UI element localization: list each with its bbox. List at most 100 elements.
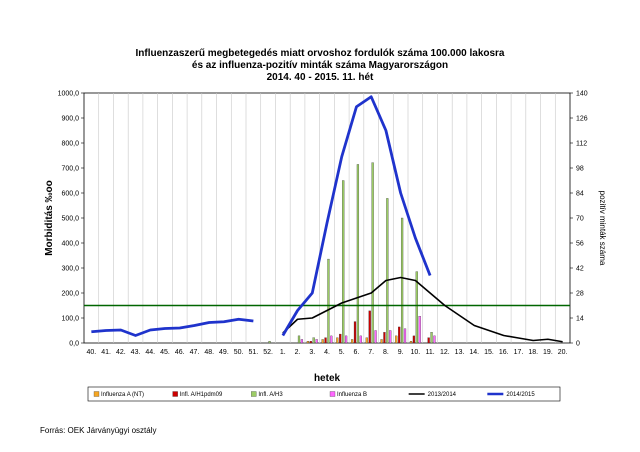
- x-tick-label: 52.: [263, 349, 273, 356]
- series-line: [91, 317, 254, 337]
- bar: [327, 258, 330, 344]
- x-tick-label: 43.: [131, 349, 141, 356]
- bar: [365, 337, 368, 344]
- x-tick-label: 20.: [558, 349, 568, 356]
- bar: [433, 335, 436, 344]
- x-tick-label: 50.: [234, 349, 244, 356]
- y-tick-label: 700,0: [61, 166, 79, 173]
- x-tick-label: 46.: [175, 349, 185, 356]
- bar: [350, 339, 354, 344]
- bar: [306, 341, 310, 344]
- bar: [398, 326, 401, 344]
- y-tick-label: 600,0: [61, 191, 79, 198]
- y-tick-label: 900,0: [61, 116, 79, 123]
- bar: [315, 339, 318, 344]
- legend-label: Influenza A (NT): [101, 392, 144, 398]
- bar: [371, 162, 374, 344]
- x-tick-label: 5.: [339, 349, 345, 356]
- x-tick-label: 10.: [410, 349, 420, 356]
- x-tick-label: 41.: [101, 349, 111, 356]
- y-right-tick-label: 0: [576, 341, 580, 348]
- x-tick-label: 51.: [248, 349, 258, 356]
- chart-title-line-2: és az influenza-pozitív minták száma Mag…: [191, 60, 449, 71]
- bar: [330, 335, 333, 344]
- legend-label: Influenza B: [337, 392, 367, 398]
- y-right-tick-label: 70: [576, 216, 584, 223]
- series-line: [281, 95, 432, 337]
- legend-label: 2013/2014: [428, 392, 457, 398]
- bar: [309, 341, 312, 344]
- bar: [389, 330, 392, 344]
- bar: [321, 339, 324, 344]
- x-tick-label: 49.: [219, 349, 229, 356]
- bar: [395, 335, 398, 344]
- x-tick-label: 12.: [440, 349, 450, 356]
- x-tick-label: 2.: [295, 349, 301, 356]
- y-tick-label: 1000,0: [58, 91, 80, 98]
- bar: [342, 180, 345, 344]
- bar: [359, 335, 362, 344]
- bar: [268, 341, 271, 344]
- x-tick-label: 48.: [204, 349, 214, 356]
- x-tick-label: 8.: [383, 349, 389, 356]
- bar: [418, 316, 421, 344]
- x-tick-label: 40.: [86, 349, 96, 356]
- bar: [409, 341, 413, 344]
- x-tick-label: 14.: [469, 349, 479, 356]
- y-tick-label: 500,0: [61, 216, 79, 223]
- legend-swatch: [251, 391, 257, 397]
- x-tick-label: 11.: [425, 349, 434, 356]
- bar: [400, 217, 404, 344]
- legend-box: [87, 386, 561, 402]
- x-tick-label: 47.: [190, 349, 200, 356]
- legend-swatch: [93, 391, 100, 397]
- x-tick-label: 19.: [543, 349, 553, 356]
- y-tick-label: 800,0: [61, 141, 79, 148]
- legend-swatch: [172, 391, 178, 397]
- y-tick-label: 400,0: [61, 241, 79, 248]
- bar: [368, 310, 371, 344]
- legend-swatch: [329, 391, 336, 397]
- y-right-tick-label: 42: [576, 266, 584, 273]
- x-axis-title: hetek: [314, 373, 341, 384]
- x-tick-label: 6.: [354, 349, 360, 356]
- x-tick-label: 3.: [309, 349, 315, 356]
- bar: [300, 339, 304, 344]
- y-right-tick-label: 28: [576, 291, 584, 298]
- y-right-tick-label: 140: [576, 91, 588, 98]
- x-tick-label: 13.: [455, 349, 465, 356]
- source-note: Forrás: OEK Járványügyi osztály: [40, 426, 157, 435]
- bar: [312, 337, 315, 344]
- y-right-tick-label: 14: [576, 316, 584, 323]
- y-right-tick-label: 84: [576, 191, 584, 198]
- chart-title-line-1: Influenzaszerű megbetegedés miatt orvosh…: [135, 48, 505, 59]
- bar: [374, 330, 377, 344]
- bar: [339, 333, 342, 344]
- x-tick-label: 18.: [528, 349, 538, 356]
- series-line: [282, 276, 563, 343]
- y-right-tick-label: 126: [576, 116, 588, 123]
- bar: [383, 332, 386, 344]
- bar: [324, 337, 327, 344]
- x-tick-label: 4.: [324, 349, 330, 356]
- x-tick-label: 45.: [160, 349, 170, 356]
- bar: [336, 337, 339, 344]
- y-tick-label: 200,0: [61, 291, 79, 298]
- chart-title-line-3: 2014. 40 - 2015. 11. hét: [266, 72, 374, 83]
- y-right-axis-title: pozitív minták száma: [598, 191, 607, 266]
- x-tick-label: 9.: [398, 349, 404, 356]
- bar: [344, 335, 348, 344]
- y-right-tick-label: 98: [576, 166, 584, 173]
- bar: [356, 164, 360, 344]
- y-right-tick-label: 112: [576, 141, 587, 148]
- bar: [380, 339, 383, 344]
- bar: [415, 271, 418, 344]
- y-tick-label: 0,0: [69, 341, 79, 348]
- x-tick-label: 42.: [116, 349, 126, 356]
- legend-label: Infl. A/H1pdm09: [180, 392, 223, 398]
- y-axis-title: Morbiditás ‰oo: [44, 180, 55, 256]
- x-tick-label: 17.: [514, 349, 524, 356]
- bar: [412, 335, 416, 344]
- legend-label: 2014/2015: [506, 392, 535, 398]
- x-tick-label: 44.: [145, 349, 155, 356]
